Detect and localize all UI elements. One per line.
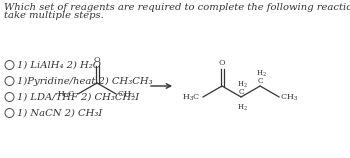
Text: $\mathregular{CH_3}$: $\mathregular{CH_3}$: [117, 90, 135, 100]
Text: O: O: [94, 56, 100, 64]
Text: $\mathregular{H_2}$: $\mathregular{H_2}$: [237, 80, 247, 90]
Text: 1) LDA/THF 2) CH₃CH₂I: 1) LDA/THF 2) CH₃CH₂I: [17, 92, 139, 101]
Text: $\mathregular{H_2}$: $\mathregular{H_2}$: [237, 103, 247, 113]
Text: C: C: [257, 77, 263, 85]
Text: C: C: [238, 88, 244, 96]
Text: $\mathregular{CH_3}$: $\mathregular{CH_3}$: [280, 93, 299, 103]
Text: 1)Pyridine/heat 2) CH₃CH₃: 1)Pyridine/heat 2) CH₃CH₃: [17, 76, 153, 86]
Text: 1) LiAlH₄ 2) H₂O: 1) LiAlH₄ 2) H₂O: [17, 61, 101, 70]
Text: take multiple steps.: take multiple steps.: [4, 11, 104, 20]
Text: Which set of reagents are required to complete the following reaction? The react: Which set of reagents are required to co…: [4, 3, 350, 12]
Text: $\mathregular{H_3C}$: $\mathregular{H_3C}$: [57, 90, 76, 100]
Text: $\mathregular{H_3C}$: $\mathregular{H_3C}$: [182, 93, 201, 103]
Text: 1) NaCN 2) CH₃I: 1) NaCN 2) CH₃I: [17, 109, 102, 118]
Text: $\mathregular{H_2}$: $\mathregular{H_2}$: [256, 69, 267, 79]
Text: O: O: [219, 59, 225, 67]
